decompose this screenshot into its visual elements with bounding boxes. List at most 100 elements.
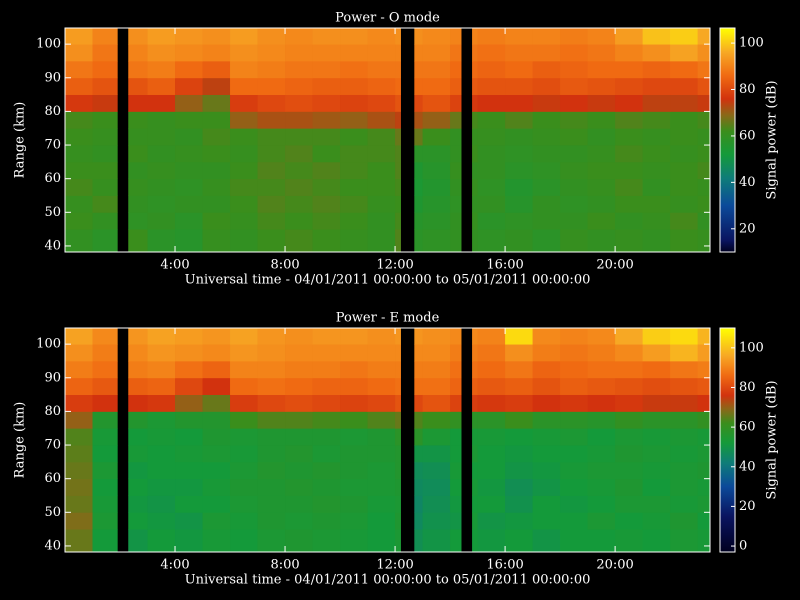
heatmap-cell [148,212,176,229]
heatmap-cell [698,479,711,496]
heatmap-cell [128,361,148,378]
heatmap-cell [423,162,451,179]
heatmap-cell [230,361,258,378]
heatmap-cell [533,212,561,229]
heatmap-cell [423,61,451,78]
heatmap-cell [533,145,561,162]
heatmap-cell [505,95,533,112]
heatmap-cell [533,512,561,529]
heatmap-cell [313,229,341,252]
heatmap-cell [560,495,588,512]
heatmap-cell [414,428,423,445]
colorbar-tick-label: 20 [739,499,756,514]
heatmap-cell [230,145,258,162]
heatmap-cell [560,28,588,45]
heatmap-cell [450,428,461,445]
heatmap-cell [65,61,93,78]
y-axis-label: Range (km) [13,402,28,479]
heatmap-cell [698,361,711,378]
heatmap-cell [340,495,368,512]
heatmap-cell [313,462,341,479]
chart-title: Power - E mode [336,311,440,326]
heatmap-cell [423,411,451,428]
heatmap-cell [533,529,561,552]
heatmap-cell [472,479,478,496]
heatmap-cell [698,445,711,462]
heatmap-cell [423,328,451,345]
heatmap-cell [285,78,313,95]
heatmap-cell [148,179,176,196]
heatmap-cell [670,179,698,196]
heatmap-cell [65,212,93,229]
heatmap-cell [505,445,533,462]
heatmap-cell [450,95,461,112]
heatmap-cell [203,344,231,361]
heatmap-cell [588,179,616,196]
heatmap-cell [175,78,203,95]
heatmap-cell [472,78,478,95]
heatmap-cell [313,195,341,212]
heatmap-cell [368,179,396,196]
heatmap-cell [505,145,533,162]
heatmap-cell [670,395,698,412]
heatmap-cell [450,411,461,428]
heatmap-cell [230,78,258,95]
heatmap-cell [203,395,231,412]
heatmap-cell [258,344,286,361]
heatmap-cell [368,395,396,412]
heatmap-cell [285,411,313,428]
heatmap-cell [670,428,698,445]
heatmap-cell [423,28,451,45]
heatmap-cell [533,162,561,179]
heatmap-cell [533,344,561,361]
heatmap-cell [450,145,461,162]
heatmap-cell [450,212,461,229]
heatmap-cell [505,44,533,61]
heatmap-cell [588,512,616,529]
heatmap-cell [478,361,506,378]
heatmap-cell [128,145,148,162]
heatmap-cell [395,529,401,552]
heatmap-cell [395,28,401,45]
heatmap-cell [148,445,176,462]
heatmap-cell [93,445,118,462]
heatmap-cell [368,44,396,61]
heatmap-cell [285,529,313,552]
heatmap-cell [175,229,203,252]
heatmap-cell [670,145,698,162]
heatmap-cell [203,445,231,462]
heatmap-cell [93,61,118,78]
heatmap-cell [505,195,533,212]
heatmap-cell [340,145,368,162]
heatmap-cell [65,162,93,179]
heatmap-cell [414,111,423,128]
heatmap-cell [560,512,588,529]
colorbar [720,28,735,252]
heatmap-cell [450,61,461,78]
heatmap-cell [313,128,341,145]
heatmap-cell [368,28,396,45]
heatmap-cell [478,428,506,445]
heatmap-cell [148,344,176,361]
heatmap-cell [128,95,148,112]
heatmap-cell [230,411,258,428]
heatmap-cell [698,78,711,95]
heatmap-cell [340,462,368,479]
heatmap-cell [148,78,176,95]
heatmap-cell [148,195,176,212]
heatmap-cell [128,179,148,196]
heatmap-cell [615,145,643,162]
heatmap-cell [414,479,423,496]
heatmap-cell [313,411,341,428]
heatmap-cell [450,44,461,61]
heatmap-cell [340,61,368,78]
heatmap-cell [230,495,258,512]
heatmap-cell [65,361,93,378]
heatmap-cell [615,395,643,412]
heatmap-cell [588,378,616,395]
heatmap-cell [560,411,588,428]
heatmap-cell [478,111,506,128]
heatmap-cell [368,128,396,145]
heatmap-cell [230,229,258,252]
heatmap-cell [230,428,258,445]
